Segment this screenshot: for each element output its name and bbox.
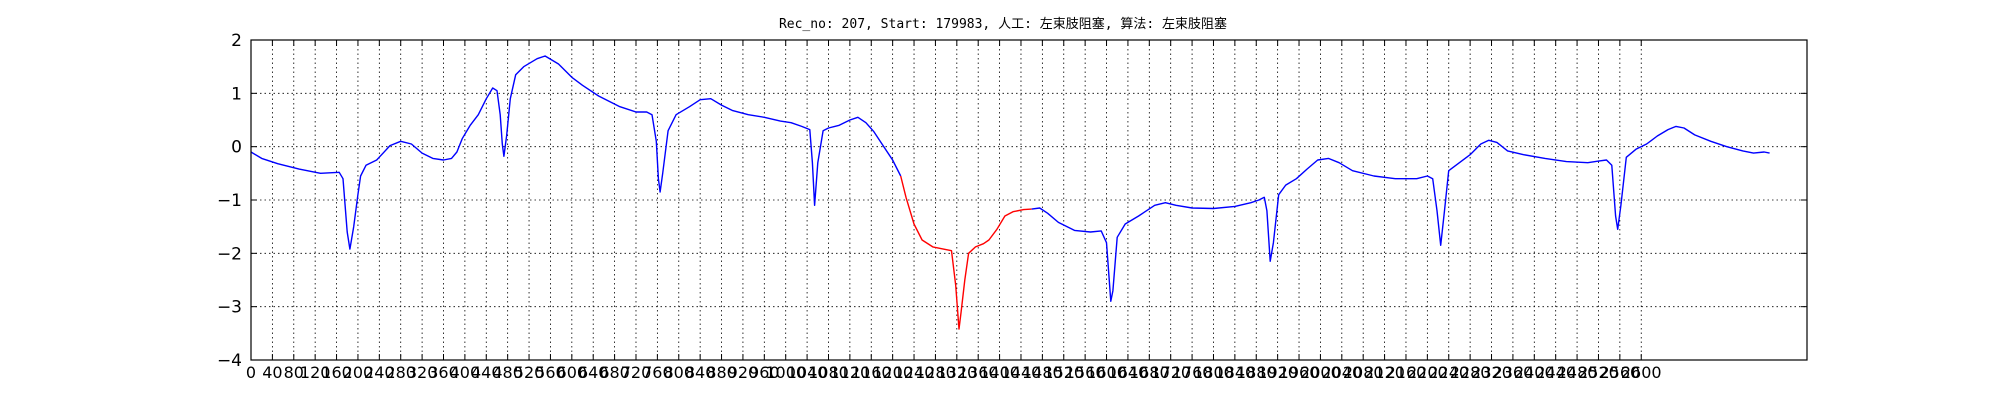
x-tick-label: 1400 xyxy=(979,363,1020,382)
y-tick-label: −4 xyxy=(217,351,242,371)
x-tick-label: 880 xyxy=(706,363,737,382)
x-tick-label: 600 xyxy=(557,363,588,382)
x-tick-label: 1200 xyxy=(872,363,913,382)
x-tick-label: 1080 xyxy=(808,363,849,382)
x-tick-label: 2200 xyxy=(1407,363,1448,382)
x-tick-label: 2560 xyxy=(1599,363,1640,382)
plot-frame xyxy=(250,39,1808,361)
x-tick-label: 320 xyxy=(407,363,438,382)
x-tick-label: 1640 xyxy=(1108,363,1149,382)
x-tick-label: 1800 xyxy=(1193,363,1234,382)
x-tick-label: 2040 xyxy=(1321,363,1362,382)
x-tick-label: 200 xyxy=(343,363,374,382)
x-tick-label: 120 xyxy=(300,363,331,382)
x-tick-label: 160 xyxy=(321,363,352,382)
x-tick-label: 1160 xyxy=(851,363,892,382)
x-tick-label: 960 xyxy=(749,363,780,382)
x-tick-label: 1480 xyxy=(1022,363,1063,382)
x-tick-label: 360 xyxy=(428,363,459,382)
x-tick-label: 2600 xyxy=(1621,363,1662,382)
x-tick-label: 1440 xyxy=(1001,363,1042,382)
x-tick-label: 1560 xyxy=(1065,363,1106,382)
series-line-1 xyxy=(250,55,902,250)
x-tick-label: 1000 xyxy=(765,363,806,382)
x-tick-label: 2480 xyxy=(1557,363,1598,382)
series-line-2 xyxy=(900,175,1032,330)
y-tick-label: −1 xyxy=(217,191,242,211)
x-tick-label: 2080 xyxy=(1343,363,1384,382)
x-tick-label: 1120 xyxy=(830,363,871,382)
data-series xyxy=(250,55,1770,330)
x-tick-label: 840 xyxy=(685,363,716,382)
y-axis: 2 1 0 −1 −2 −3 −4 xyxy=(217,31,1807,371)
x-tick-label: 2240 xyxy=(1428,363,1469,382)
y-tick-label: 0 xyxy=(231,138,242,158)
x-tick-label: 1320 xyxy=(936,363,977,382)
y-tick-label: 1 xyxy=(231,84,242,104)
x-tick-label: 1920 xyxy=(1257,363,1298,382)
x-tick-label: 760 xyxy=(642,363,673,382)
x-tick-label: 640 xyxy=(578,363,609,382)
x-tick-label: 240 xyxy=(364,363,395,382)
y-tick-label: −2 xyxy=(217,244,242,264)
x-tick-label: 920 xyxy=(728,363,759,382)
x-tick-label: 800 xyxy=(663,363,694,382)
x-tick-label: 720 xyxy=(621,363,652,382)
x-tick-label: 400 xyxy=(450,363,481,382)
x-tick-label: 2360 xyxy=(1493,363,1534,382)
x-tick-label: 2400 xyxy=(1514,363,1555,382)
y-tick-label: 2 xyxy=(231,31,242,51)
series-line-3 xyxy=(1031,125,1770,302)
x-tick-label: 520 xyxy=(514,363,545,382)
x-tick-label: 2520 xyxy=(1578,363,1619,382)
x-tick-label: 1360 xyxy=(958,363,999,382)
x-tick-label: 1720 xyxy=(1150,363,1191,382)
x-tick-label: 1520 xyxy=(1043,363,1084,382)
x-tick-label: 1840 xyxy=(1215,363,1256,382)
x-tick-label: 1960 xyxy=(1279,363,1320,382)
x-tick-label: 560 xyxy=(535,363,566,382)
x-tick-label: 1040 xyxy=(787,363,828,382)
x-tick-label: 2120 xyxy=(1364,363,1405,382)
x-tick-label: 1760 xyxy=(1172,363,1213,382)
x-tick-label: 440 xyxy=(471,363,502,382)
x-tick-label: 280 xyxy=(385,363,416,382)
y-tick-label: −3 xyxy=(217,298,242,318)
x-tick-label: 2440 xyxy=(1535,363,1576,382)
x-axis: 0 40 8012016020024028032036040044048052056… xyxy=(246,40,1662,382)
x-tick-label: 80 xyxy=(284,363,304,382)
x-tick-label: 1240 xyxy=(894,363,935,382)
x-tick-label: 1600 xyxy=(1086,363,1127,382)
x-tick-label: 2160 xyxy=(1386,363,1427,382)
x-tick-label: 2320 xyxy=(1471,363,1512,382)
x-tick-label: 40 xyxy=(262,363,282,382)
x-tick-label: 1880 xyxy=(1236,363,1277,382)
x-tick-label: 480 xyxy=(492,363,523,382)
grid-lines xyxy=(251,40,1807,360)
x-tick-label: 2280 xyxy=(1450,363,1491,382)
x-tick-label: 2000 xyxy=(1300,363,1341,382)
x-tick-label: 680 xyxy=(599,363,630,382)
x-tick-label: 1280 xyxy=(915,363,956,382)
x-tick-label: 0 xyxy=(246,363,256,382)
x-tick-label: 1680 xyxy=(1129,363,1170,382)
chart-title: Rec_no: 207, Start: 179983, 人工: 左束肢阻塞, 算… xyxy=(779,16,1227,32)
